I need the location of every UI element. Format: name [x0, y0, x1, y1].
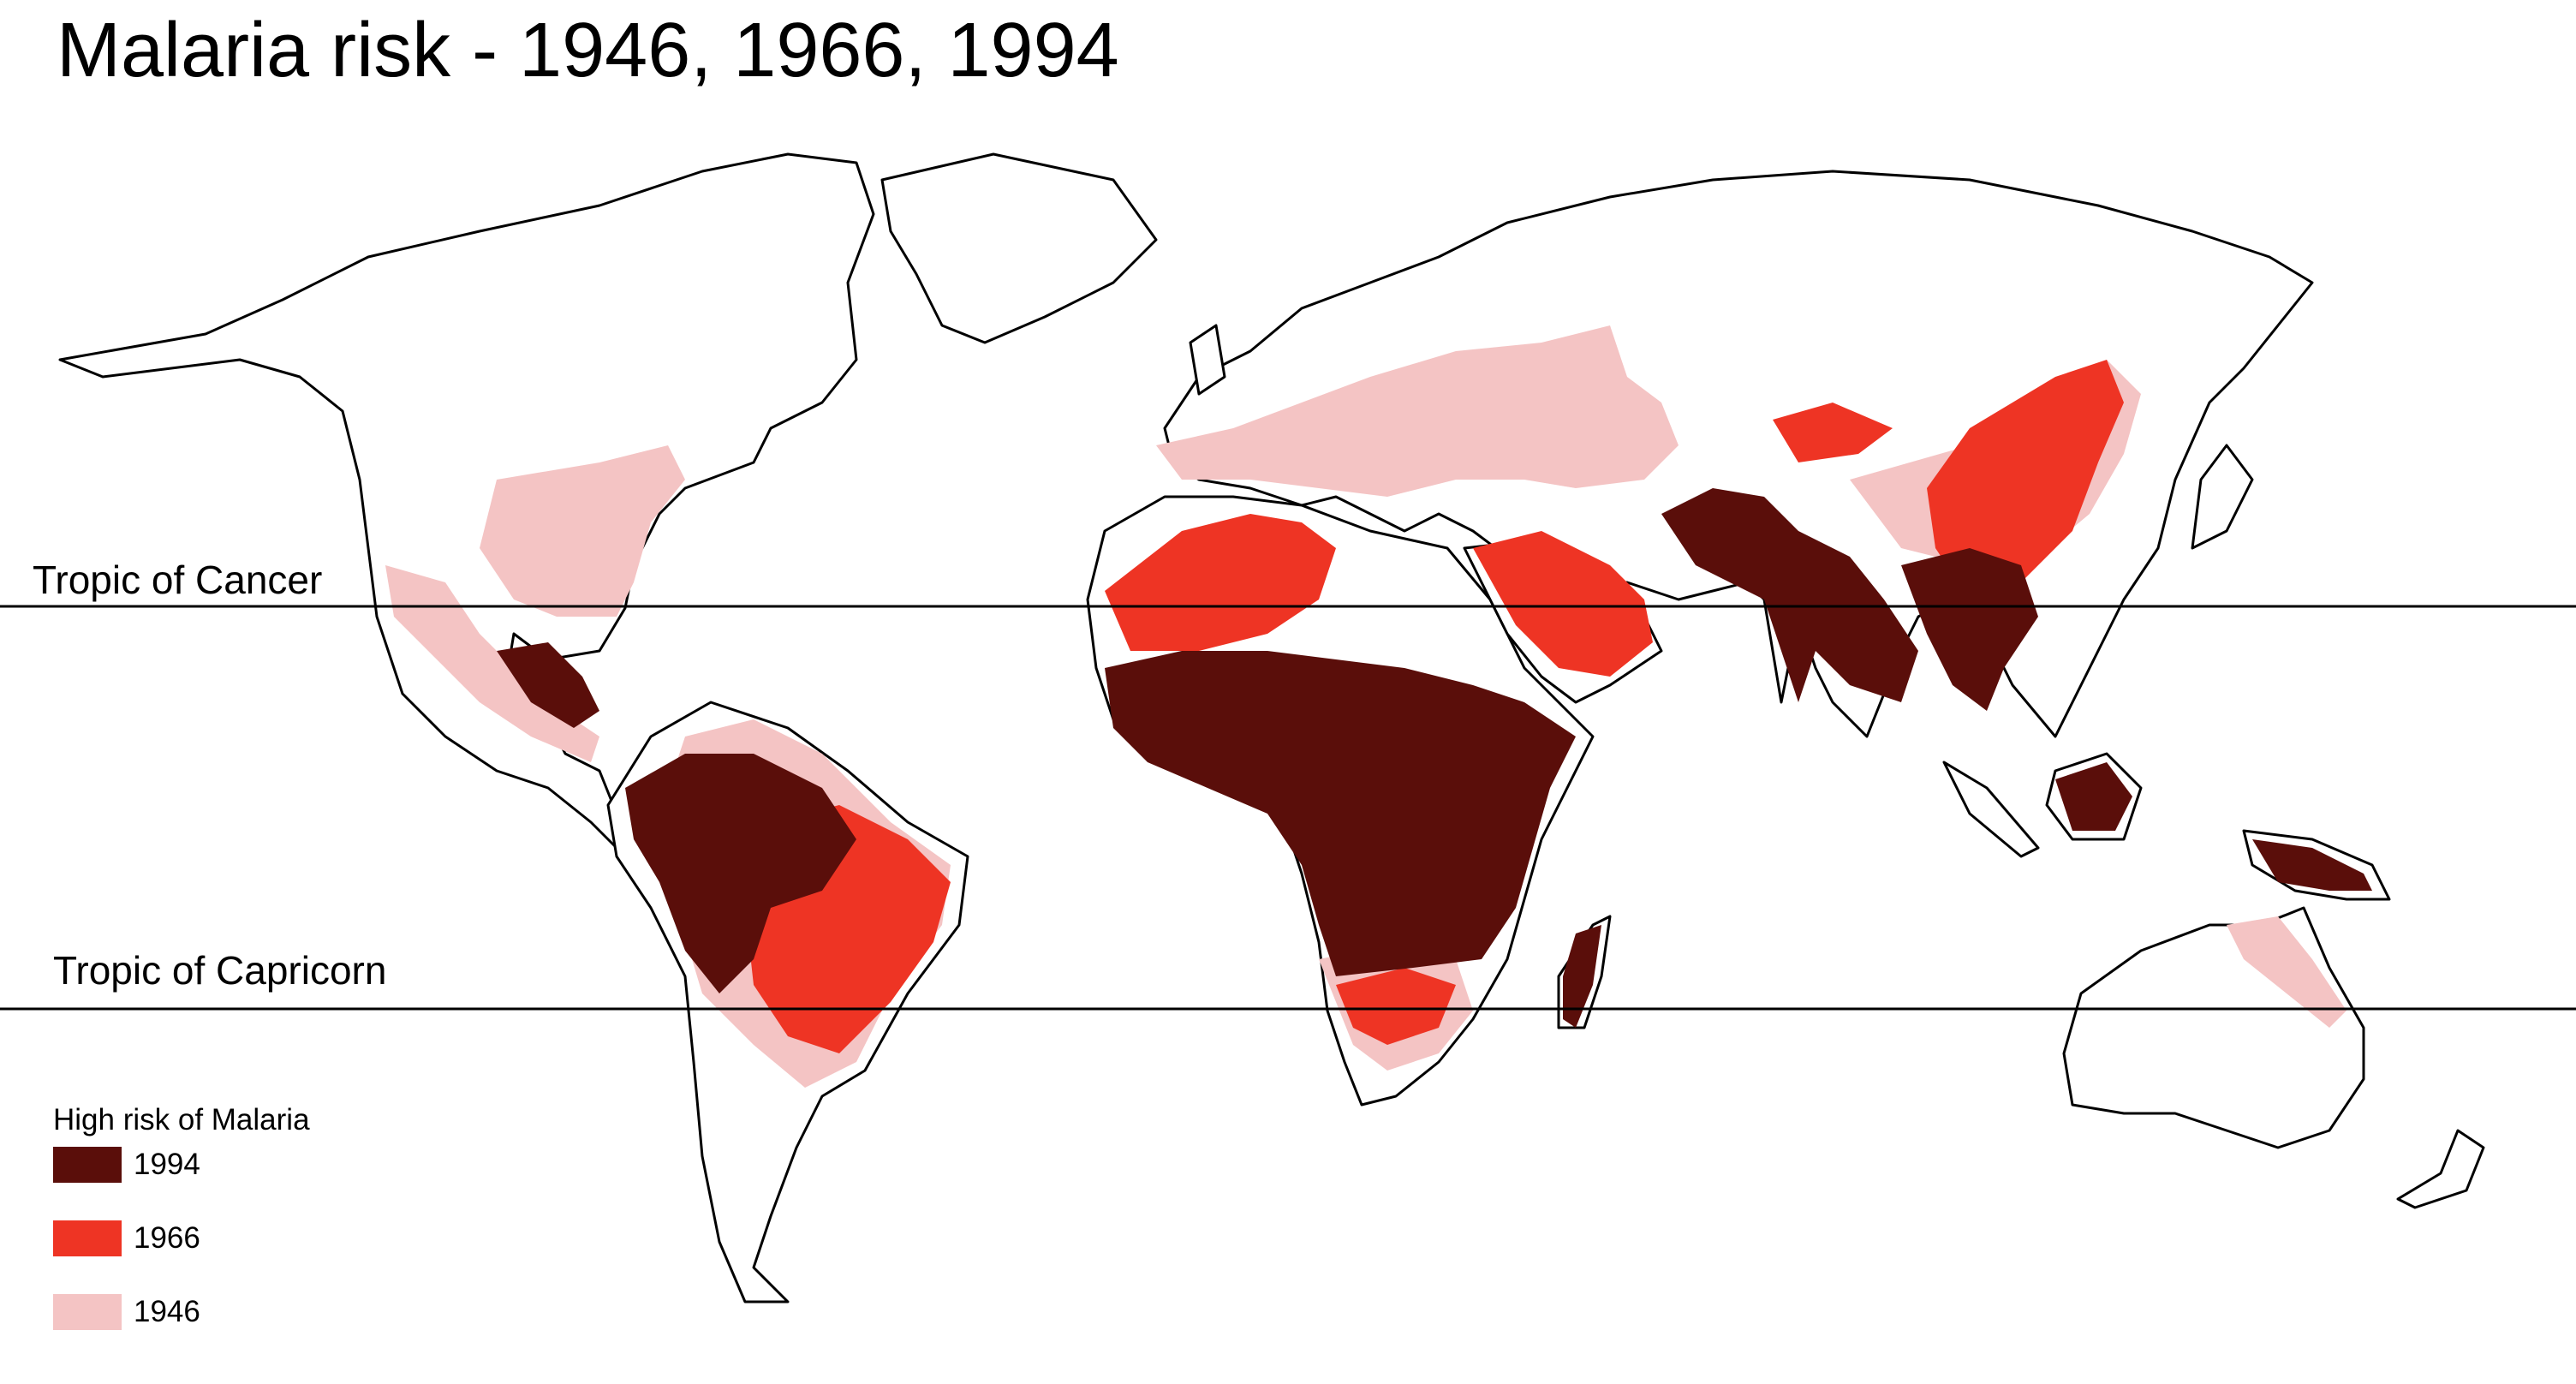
risk-1966-middle-east	[1473, 531, 1653, 677]
risk-1994-amazon	[625, 754, 856, 993]
land-north-america	[58, 152, 875, 867]
risk-1994-southeast-asia	[1901, 548, 2038, 711]
legend-item-1966: 1966	[53, 1220, 310, 1257]
legend-item-1994: 1994	[53, 1146, 310, 1184]
risk-areas-1994	[497, 488, 2372, 1028]
tropic-of-cancer-label: Tropic of Cancer	[33, 558, 323, 602]
risk-1994-central-america	[497, 642, 599, 728]
land-japan	[2191, 444, 2254, 550]
land-greenland	[880, 152, 1158, 344]
risk-1946-europe-asia	[1156, 325, 1679, 497]
land-uk	[1189, 324, 1226, 396]
risk-1966-southern-africa	[1336, 968, 1456, 1045]
legend-label-1946: 1946	[134, 1295, 200, 1328]
map-title: Malaria risk - 1946, 1966, 1994	[57, 8, 1119, 93]
legend: High risk of Malaria 1994 1966 1946	[53, 1103, 310, 1367]
risk-1966-north-africa	[1105, 514, 1336, 651]
risk-1994-indonesia	[2055, 762, 2132, 831]
legend-label-1994: 1994	[134, 1148, 200, 1181]
legend-label-1966: 1966	[134, 1221, 200, 1255]
land-sumatra	[1942, 761, 2040, 858]
risk-1946-north-america	[480, 445, 685, 617]
legend-item-1946: 1946	[53, 1293, 310, 1331]
risk-1966-mongolia	[1773, 403, 1893, 462]
risk-areas-1966	[745, 360, 2124, 1053]
legend-swatch-1994	[53, 1147, 122, 1183]
risk-1994-madagascar	[1563, 925, 1601, 1028]
risk-1946-central-america	[385, 565, 599, 762]
tropic-of-capricorn-label: Tropic of Capricorn	[53, 948, 387, 993]
risk-1966-china	[1927, 360, 2124, 600]
risk-1994-south-asia	[1661, 488, 1918, 702]
legend-swatch-1946	[53, 1294, 122, 1330]
risk-1946-australia	[2227, 916, 2346, 1028]
land-australia	[2062, 906, 2365, 1149]
legend-swatch-1966	[53, 1220, 122, 1256]
risk-1994-new-guinea	[2252, 839, 2372, 891]
risk-1994-africa	[1105, 651, 1576, 976]
land-new-zealand	[2396, 1129, 2485, 1209]
legend-title: High risk of Malaria	[53, 1103, 310, 1136]
